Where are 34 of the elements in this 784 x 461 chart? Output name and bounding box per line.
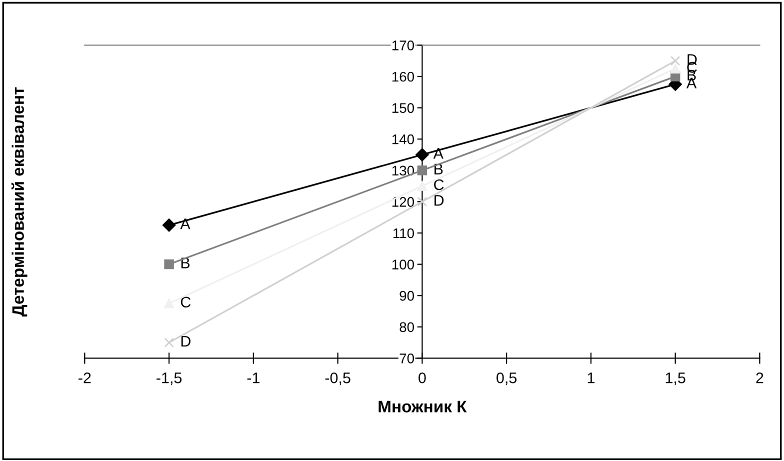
x-tick-label: 0 xyxy=(418,372,426,384)
y-tick-label: 90 xyxy=(400,290,414,301)
y-tick-label: 170 xyxy=(392,40,414,50)
x-axis-title: Множник К xyxy=(378,400,467,412)
point xyxy=(417,181,428,191)
point xyxy=(416,148,429,162)
y-tick-label: 120 xyxy=(392,197,414,207)
y-tick-label: 160 xyxy=(392,72,414,82)
x-tick-label: -1,5 xyxy=(156,372,182,386)
point xyxy=(164,338,174,348)
x-tick-label: 1 xyxy=(588,372,594,384)
point xyxy=(417,196,428,207)
x-tick-label: 0,5 xyxy=(496,372,517,386)
y-tick-label: 110 xyxy=(393,228,414,238)
y-tick-label: 80 xyxy=(400,322,414,332)
text: C xyxy=(180,296,191,308)
point xyxy=(417,166,428,176)
series-label: C xyxy=(434,179,444,190)
point xyxy=(670,56,680,66)
series-label: D xyxy=(181,336,190,346)
x-tick-label: 2 xyxy=(756,372,764,384)
point xyxy=(670,64,680,74)
point xyxy=(164,259,174,270)
y-axis-title: Детермінований еквівалент xyxy=(11,87,28,316)
point xyxy=(162,218,176,232)
text: D xyxy=(434,195,444,206)
y-tick-label: 140 xyxy=(392,134,414,144)
y-tick-label: 150 xyxy=(392,103,414,113)
x-tick-label: -1 xyxy=(247,372,260,384)
x-tick-label: -0,5 xyxy=(325,372,350,386)
x-tick-label: 1,5 xyxy=(666,372,686,386)
x-tick-label: -2 xyxy=(78,372,91,384)
y-tick-label: 70 xyxy=(400,354,414,364)
y-tick-label: 100 xyxy=(392,260,414,270)
